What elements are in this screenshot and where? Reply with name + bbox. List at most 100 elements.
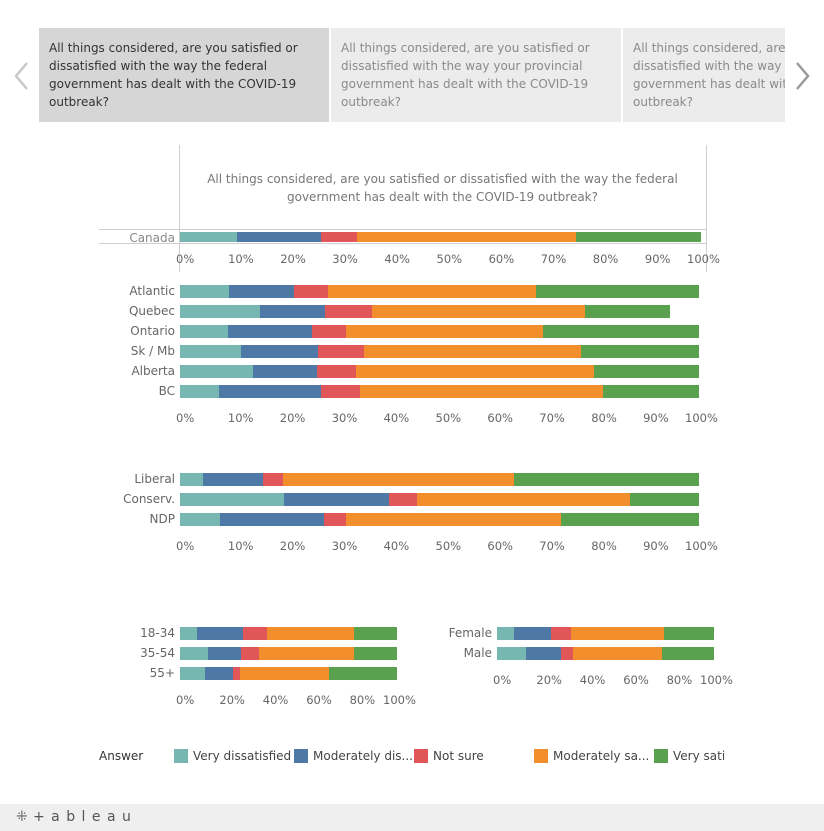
bar-segment-moderately-satisfied[interactable] — [346, 513, 562, 526]
bar-segment-very-dissatisfied[interactable] — [180, 285, 230, 298]
x-tick-label: 80% — [591, 539, 617, 553]
bar-segment-moderately-dissatisfied[interactable] — [526, 647, 561, 660]
legend-label[interactable]: Very dissatisfied — [193, 749, 292, 763]
bar-segment-very-satisfied[interactable] — [514, 473, 699, 486]
bar-segment-very-satisfied[interactable] — [575, 232, 701, 242]
bar-segment-very-satisfied[interactable] — [602, 385, 699, 398]
tab-municipal[interactable]: All things considered, are you satisfied… — [623, 28, 785, 122]
bar-segment-moderately-dissatisfied[interactable] — [514, 627, 552, 640]
bar-segment-not-sure[interactable] — [294, 285, 328, 298]
bar-segment-very-dissatisfied[interactable] — [180, 647, 209, 660]
tableau-brand[interactable]: + a b l e a u — [33, 809, 132, 825]
bar-segment-very-dissatisfied[interactable] — [180, 365, 254, 378]
bar-segment-very-dissatisfied[interactable] — [497, 627, 515, 640]
bar-segment-not-sure[interactable] — [325, 305, 373, 318]
bar-segment-moderately-satisfied[interactable] — [363, 345, 581, 358]
bar-segment-very-satisfied[interactable] — [630, 493, 699, 506]
bar-segment-moderately-dissatisfied[interactable] — [204, 667, 234, 680]
bar-segment-very-dissatisfied[interactable] — [180, 345, 241, 358]
bar-segment-not-sure[interactable] — [233, 667, 240, 680]
bar-segment-very-dissatisfied[interactable] — [180, 493, 285, 506]
bar-segment-moderately-satisfied[interactable] — [266, 627, 354, 640]
bar-segment-very-satisfied[interactable] — [561, 513, 699, 526]
legend-label[interactable]: Very sati — [673, 749, 724, 763]
bar-segment-very-dissatisfied[interactable] — [180, 473, 203, 486]
bar-segment-moderately-satisfied[interactable] — [239, 667, 329, 680]
bar-segment-very-dissatisfied[interactable] — [180, 627, 198, 640]
bar-segment-moderately-dissatisfied[interactable] — [240, 345, 319, 358]
x-tick-label: 70% — [539, 539, 565, 553]
bar-segment-moderately-dissatisfied[interactable] — [208, 647, 241, 660]
bar-segment-moderately-satisfied[interactable] — [359, 385, 603, 398]
bar-segment-moderately-satisfied[interactable] — [345, 325, 544, 338]
bar-segment-moderately-dissatisfied[interactable] — [229, 285, 295, 298]
legend-swatch-not-sure[interactable] — [414, 749, 428, 763]
tableau-logo-icon[interactable]: ⁜ — [16, 809, 28, 825]
bar-segment-moderately-satisfied[interactable] — [327, 285, 536, 298]
bar-segment-moderately-dissatisfied[interactable] — [284, 493, 389, 506]
bar-segment-very-satisfied[interactable] — [584, 305, 671, 318]
bar-segment-not-sure[interactable] — [320, 232, 358, 242]
bar-segment-not-sure[interactable] — [312, 325, 346, 338]
x-tick-label: 0% — [176, 411, 195, 425]
x-tick-label: 40% — [383, 539, 410, 553]
bar-segment-very-satisfied[interactable] — [353, 647, 397, 660]
bar-segment-very-satisfied[interactable] — [535, 285, 699, 298]
bar-segment-very-satisfied[interactable] — [353, 627, 397, 640]
bar-segment-moderately-satisfied[interactable] — [372, 305, 585, 318]
bar-segment-very-dissatisfied[interactable] — [180, 232, 238, 242]
bar-segment-not-sure[interactable] — [240, 647, 260, 660]
legend-label[interactable]: Moderately dis... — [313, 749, 413, 763]
bar-segment-not-sure[interactable] — [318, 345, 364, 358]
bar-segment-not-sure[interactable] — [388, 493, 417, 506]
bar-segment-not-sure[interactable] — [263, 473, 283, 486]
legend-label[interactable]: Not sure — [433, 749, 484, 763]
tab-provincial-label: All things considered, are you satisfied… — [341, 41, 590, 109]
tab-provincial[interactable]: All things considered, are you satisfied… — [331, 28, 621, 122]
bar-segment-very-dissatisfied[interactable] — [180, 305, 261, 318]
x-tick-label: 80% — [592, 252, 619, 266]
bar-segment-moderately-satisfied[interactable] — [570, 627, 665, 640]
bar-segment-not-sure[interactable] — [551, 627, 571, 640]
bar-segment-moderately-satisfied[interactable] — [416, 493, 631, 506]
bar-segment-moderately-dissatisfied[interactable] — [197, 627, 243, 640]
bar-segment-very-dissatisfied[interactable] — [180, 325, 228, 338]
bar-segment-very-dissatisfied[interactable] — [180, 385, 219, 398]
bar-segment-moderately-satisfied[interactable] — [259, 647, 354, 660]
bar-segment-moderately-dissatisfied[interactable] — [227, 325, 313, 338]
bar-segment-not-sure[interactable] — [317, 365, 356, 378]
bar-segment-moderately-dissatisfied[interactable] — [237, 232, 321, 242]
legend-swatch-moderately-dissatisfied[interactable] — [294, 749, 308, 763]
x-tick-label: 30% — [331, 411, 358, 425]
bar-segment-very-dissatisfied[interactable] — [180, 667, 205, 680]
bar-segment-very-satisfied[interactable] — [664, 627, 714, 640]
bar-segment-moderately-dissatisfied[interactable] — [253, 365, 317, 378]
x-tick-label: 60% — [488, 252, 515, 266]
bar-segment-very-dissatisfied[interactable] — [180, 513, 220, 526]
bar-segment-not-sure[interactable] — [320, 385, 360, 398]
next-arrow-icon[interactable] — [792, 60, 812, 92]
bar-segment-moderately-dissatisfied[interactable] — [218, 385, 321, 398]
legend-swatch-very-dissatisfied[interactable] — [174, 749, 188, 763]
bar-segment-moderately-satisfied[interactable] — [572, 647, 662, 660]
legend-swatch-moderately-satisfied[interactable] — [534, 749, 548, 763]
bar-segment-very-dissatisfied[interactable] — [497, 647, 527, 660]
bar-segment-very-satisfied[interactable] — [580, 345, 699, 358]
tab-federal[interactable]: All things considered, are you satisfied… — [39, 28, 329, 122]
previous-arrow-icon[interactable] — [12, 60, 32, 92]
bar-segment-very-satisfied[interactable] — [661, 647, 714, 660]
bar-segment-moderately-satisfied[interactable] — [355, 365, 594, 378]
legend-label[interactable]: Moderately sa... — [553, 749, 650, 763]
bar-segment-moderately-dissatisfied[interactable] — [260, 305, 326, 318]
bar-segment-not-sure[interactable] — [324, 513, 347, 526]
bar-segment-not-sure[interactable] — [561, 647, 573, 660]
legend-swatch-very-satisfied[interactable] — [654, 749, 668, 763]
bar-segment-moderately-dissatisfied[interactable] — [202, 473, 264, 486]
bar-segment-very-satisfied[interactable] — [543, 325, 699, 338]
bar-segment-moderately-satisfied[interactable] — [357, 232, 576, 242]
bar-segment-moderately-dissatisfied[interactable] — [219, 513, 325, 526]
bar-segment-very-satisfied[interactable] — [328, 667, 397, 680]
bar-segment-very-satisfied[interactable] — [593, 365, 699, 378]
bar-segment-not-sure[interactable] — [242, 627, 267, 640]
bar-segment-moderately-satisfied[interactable] — [282, 473, 515, 486]
